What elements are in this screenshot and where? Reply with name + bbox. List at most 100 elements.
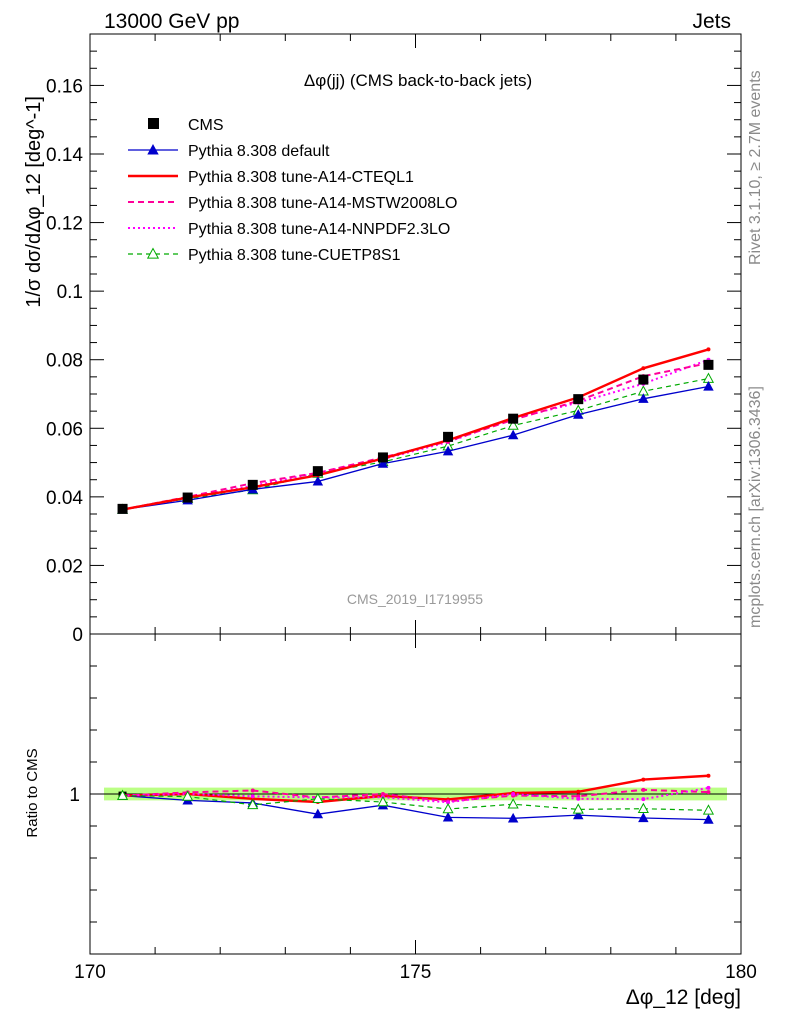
ratio-plot-panel: 1 170 175 180 Ratio to CMS [24,633,757,983]
series-marker [507,429,519,440]
y-tick-label: 0.16 [46,76,83,97]
series-marker [312,475,324,486]
ratio-series-line [122,795,709,811]
ratio-series-marker [706,790,711,795]
series-marker [377,458,389,468]
ratio-series-marker [377,795,389,807]
series-marker [641,366,646,371]
ratio-series-marker [572,803,584,814]
ratio-series-marker [511,792,516,796]
series-line [122,362,709,511]
x-tick-label: 180 [725,962,757,983]
cms-data-point [247,479,258,490]
ratio-series-marker [442,811,454,822]
ratio-series-marker [576,789,581,794]
series-line [122,385,709,511]
ratio-x-axis: 170 175 180 [74,634,757,983]
legend-marker [146,247,160,259]
legend-label: Pythia 8.308 default [188,143,330,160]
ratio-series-marker [442,802,454,814]
ratio-series-marker [576,796,581,801]
legend-marker [148,118,159,129]
cms-data-point [377,452,388,463]
ratio-series-marker [250,794,255,799]
ratio-series-marker [446,800,451,805]
ratio-series-marker [702,804,715,815]
cms-data-point [117,503,128,514]
ratio-series-marker [638,812,649,823]
ratio-y-tick-label: 1 [69,785,80,806]
x-tick-label: 170 [74,962,106,983]
cms-data-point [508,413,519,424]
y-tick-label: 0.12 [46,214,83,235]
y-tick-label: 0.1 [57,282,83,303]
series-marker [573,409,584,419]
legend-item: Pythia 8.308 tune-A14-MSTW2008LO [128,195,457,212]
cms-data-point [638,374,649,385]
ratio-series-marker [312,808,324,819]
legend-item: Pythia 8.308 default [128,143,330,160]
series-line [122,358,709,511]
legend-label: Pythia 8.308 tune-A14-CTEQL1 [188,169,414,186]
series-line [122,348,709,511]
ratio-series-marker [637,802,649,813]
legend-item: Pythia 8.308 tune-A14-NNPDF2.3LO [128,221,450,238]
header-right-label: Jets [692,10,731,33]
ratio-series-marker [641,787,646,792]
y-axis-label-text: 1/σ dσ/dΔφ_12 [deg^-1] [23,96,45,308]
ratio-series-line [122,788,709,803]
ratio-series-marker [182,790,194,801]
series-marker [706,347,711,352]
ratio-series-marker [312,792,324,804]
series-marker [638,393,649,403]
ratio-y-axis: 1 [69,633,741,955]
y-tick-label: 0 [72,625,83,646]
cms-data-point [182,492,193,503]
y-tick-label: 0.06 [46,419,83,440]
chart-title: Δφ(jj) (CMS back-to-back jets) [304,71,532,90]
main-x-axis-ticks [89,34,742,634]
ratio-series-marker [641,797,646,802]
legend-label: Pythia 8.308 tune-A14-NNPDF2.3LO [188,221,450,238]
cms-data-point [703,359,714,370]
legend-label: Pythia 8.308 tune-A14-MSTW2008LO [188,195,457,212]
side-label-bottom: mcplots.cern.ch [arXiv:1306.3436] [747,386,764,628]
legend-item: Pythia 8.308 tune-A14-CTEQL1 [128,169,414,186]
series-marker [703,380,714,391]
x-axis-label: Δφ_12 [deg] [626,986,741,1009]
legend-marker [147,144,159,155]
cms-data-point [312,466,323,477]
ratio-series-line [122,794,709,821]
y-tick-label: 0.14 [46,145,83,166]
main-y-axis-label: 1/σ dσ/dΔφ_12 [deg^-1] [23,96,45,308]
ratio-series-marker [380,792,385,796]
y-tick-label: 0.08 [46,351,83,372]
ratio-series-marker [706,785,711,790]
main-plot-panel: 0 0.02 0.04 0.06 0.08 0.1 0.12 0.14 0.16 Δφ(jj) … [23,33,742,646]
cms-data-point [573,394,584,405]
ratio-series-marker [250,788,255,793]
side-label-top: Rivet 3.1.10, ≥ 2.7M events [747,70,764,265]
ratio-series-marker [573,809,584,820]
main-series-group [116,347,715,514]
ratio-series-marker [507,798,519,809]
main-y-axis: 0 0.02 0.04 0.06 0.08 0.1 0.12 0.14 0.16 [46,50,741,646]
header-left-label: 13000 GeV pp [104,10,239,33]
cms-data-point [443,431,454,442]
y-tick-label: 0.02 [46,556,83,577]
x-tick-label: 175 [400,962,432,983]
series-line [122,377,709,511]
legend-label: CMS [188,117,224,134]
y-tick-label: 0.04 [46,488,83,509]
legend: CMS Pythia 8.308 default Pythia 8.308 tune… [128,117,457,264]
ratio-series-marker [116,789,129,800]
legend-item: Pythia 8.308 tune-CUETP8S1 [128,247,401,264]
analysis-id-label: CMS_2019_I1719955 [347,591,483,607]
ratio-y-axis-label: Ratio to CMS [24,748,41,837]
legend-item: CMS [148,117,224,134]
ratio-series-marker [706,773,711,778]
series-marker [507,419,519,430]
ratio-series-group [116,773,715,824]
ratio-series-marker [641,777,646,782]
